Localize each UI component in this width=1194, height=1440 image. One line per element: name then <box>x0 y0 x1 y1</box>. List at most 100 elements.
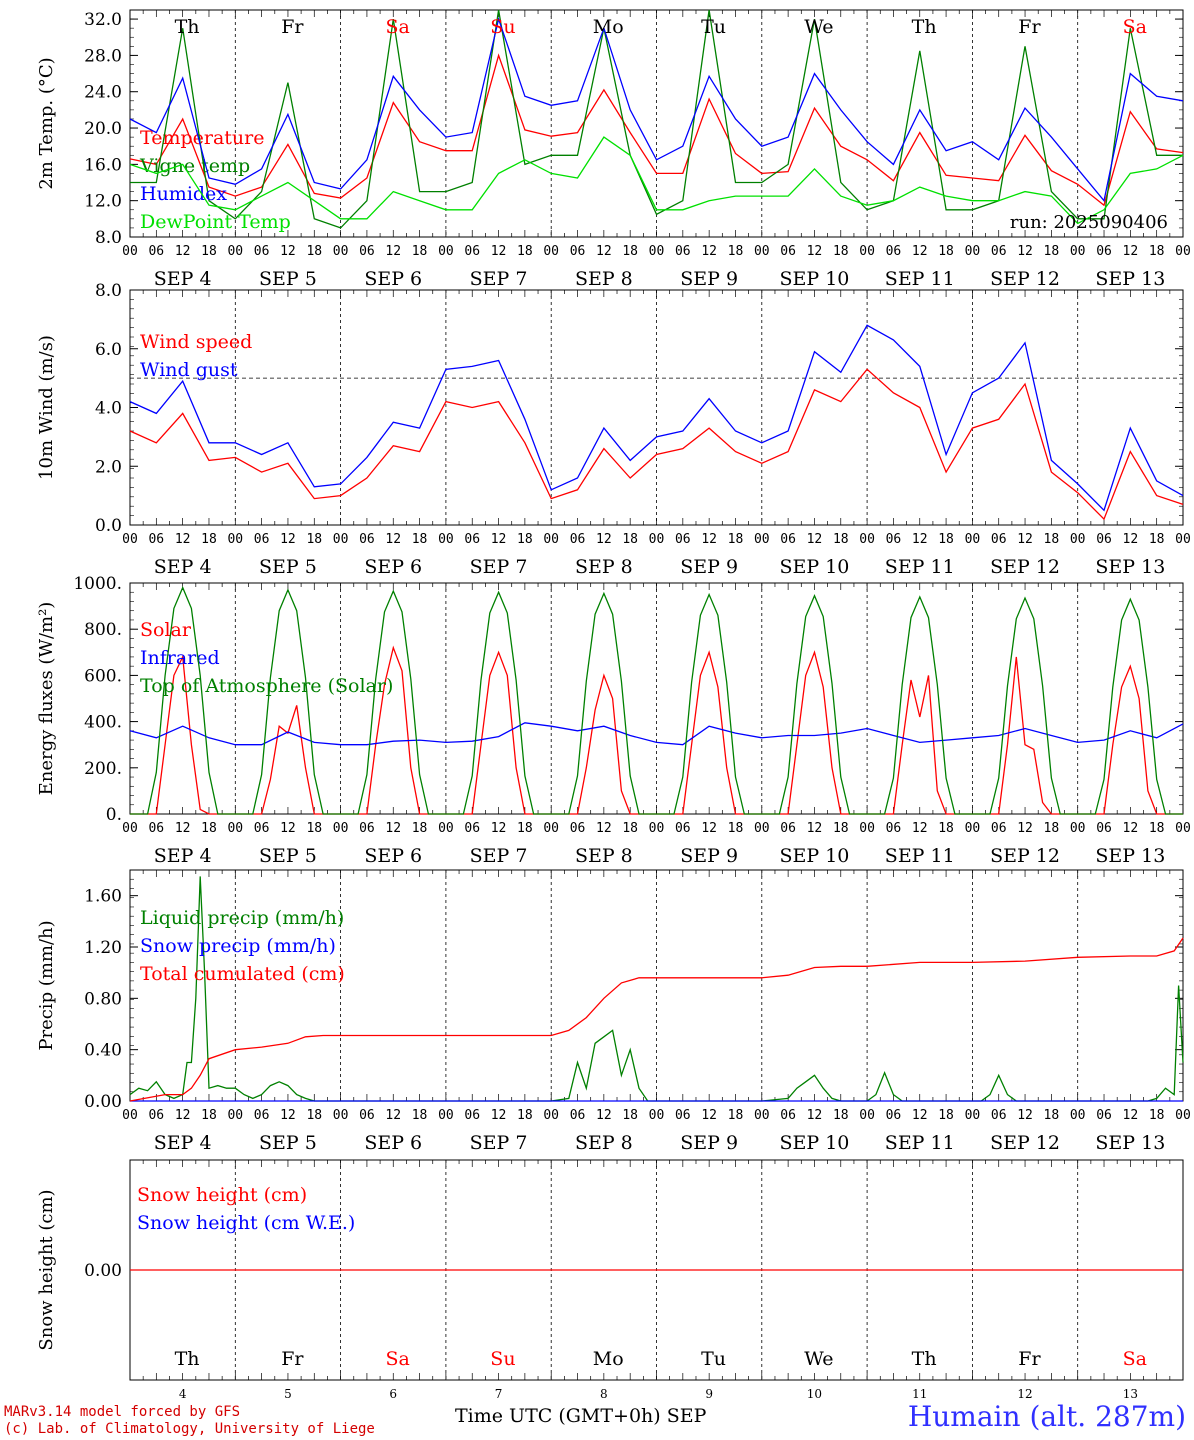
hour-label: 12 <box>385 244 401 259</box>
station-name: Humain (alt. 287m) <box>907 1400 1186 1433</box>
y-tick-label: 1.60 <box>84 887 122 907</box>
weekday-label: Sa <box>385 16 409 38</box>
weekday-label: Sa <box>1123 1348 1147 1370</box>
legend-entry: Humidex <box>140 183 227 205</box>
y-tick-label: 0.00 <box>84 1261 122 1281</box>
hour-label: 06 <box>991 821 1007 836</box>
hour-label: 00 <box>1175 821 1191 836</box>
hour-label: 12 <box>280 821 296 836</box>
hour-label: 18 <box>728 821 744 836</box>
weekday-label: We <box>804 16 833 38</box>
date-label: SEP 6 <box>364 268 422 290</box>
hour-label: 00 <box>333 532 349 547</box>
y-tick-label: 400. <box>84 713 122 733</box>
y-tick-label: 32.0 <box>84 10 122 30</box>
x-axis-title: Time UTC (GMT+0h) SEP <box>455 1405 707 1427</box>
hour-label: 00 <box>1070 1108 1086 1123</box>
y-axis-label: Energy fluxes (W/m²) <box>36 602 57 796</box>
legend-entry: Total cumulated (cm) <box>140 963 345 985</box>
hour-label: 00 <box>333 1108 349 1123</box>
hour-label: 06 <box>570 244 586 259</box>
hour-label: 06 <box>675 821 691 836</box>
hour-label: 12 <box>385 532 401 547</box>
hour-label: 12 <box>701 821 717 836</box>
hour-label: 00 <box>754 1108 770 1123</box>
hour-label: 12 <box>701 1108 717 1123</box>
y-axis-label: Precip (mm/h) <box>36 920 57 1050</box>
y-axis-label: 2m Temp. (°C) <box>36 57 57 189</box>
hour-label: 06 <box>780 244 796 259</box>
hour-label: 06 <box>464 1108 480 1123</box>
legend-entry: Snow height (cm) <box>137 1184 307 1206</box>
hour-label: 00 <box>1175 244 1191 259</box>
y-tick-label: 0.80 <box>84 989 122 1009</box>
hour-label: 06 <box>359 821 375 836</box>
date-label: SEP 5 <box>259 268 317 290</box>
hour-label: 18 <box>622 1108 638 1123</box>
hour-label: 12 <box>175 821 191 836</box>
hour-label: 12 <box>912 244 928 259</box>
legend-entry: Snow precip (mm/h) <box>140 935 336 957</box>
hour-label: 12 <box>1017 244 1033 259</box>
series-line-dewpoint-temp <box>129 136 1184 225</box>
weekday-label: Mo <box>593 16 624 38</box>
hour-label: 12 <box>596 821 612 836</box>
hour-label: 18 <box>728 244 744 259</box>
hour-label: 12 <box>175 532 191 547</box>
day-number: 13 <box>1123 1387 1138 1401</box>
hour-label: 18 <box>201 1108 217 1123</box>
hour-label: 00 <box>122 821 138 836</box>
hour-label: 18 <box>622 532 638 547</box>
weekday-label: Fr <box>281 16 304 38</box>
hour-label: 00 <box>754 532 770 547</box>
hour-label: 06 <box>675 244 691 259</box>
hour-label: 18 <box>201 244 217 259</box>
footer-credit: (c) Lab. of Climatology, University of L… <box>4 1421 375 1437</box>
hour-label: 00 <box>333 244 349 259</box>
weekday-label: Tu <box>701 1348 726 1370</box>
legend-entry: Wind speed <box>140 331 252 353</box>
date-label: SEP 9 <box>680 845 738 867</box>
hour-label: 00 <box>122 1108 138 1123</box>
hour-label: 12 <box>280 244 296 259</box>
hour-label: 06 <box>148 244 164 259</box>
hour-label: 12 <box>807 244 823 259</box>
hour-label: 18 <box>1044 1108 1060 1123</box>
weekday-label: Fr <box>281 1348 304 1370</box>
hour-label: 00 <box>227 821 243 836</box>
hour-label: 00 <box>859 532 875 547</box>
day-number: 9 <box>705 1387 713 1401</box>
hour-label: 00 <box>438 244 454 259</box>
series-line-infrared <box>129 722 1184 746</box>
date-label: SEP 8 <box>575 556 633 578</box>
date-label: SEP 13 <box>1095 1132 1165 1154</box>
hour-label: 06 <box>464 821 480 836</box>
hour-label: 12 <box>1123 532 1139 547</box>
footer-model: MARv3.14 model forced by GFS <box>4 1404 241 1420</box>
hour-label: 18 <box>1149 532 1165 547</box>
hour-label: 12 <box>491 244 507 259</box>
hour-label: 06 <box>1096 532 1112 547</box>
day-number: 7 <box>495 1387 503 1401</box>
hour-label: 18 <box>938 1108 954 1123</box>
hour-label: 18 <box>201 532 217 547</box>
weekday-label: Th <box>912 1348 937 1370</box>
hour-label: 06 <box>570 532 586 547</box>
hour-label: 12 <box>912 821 928 836</box>
date-label: SEP 4 <box>154 268 212 290</box>
hour-label: 06 <box>570 1108 586 1123</box>
hour-label: 06 <box>570 821 586 836</box>
hour-label: 12 <box>385 821 401 836</box>
weekday-label: Sa <box>385 1348 409 1370</box>
date-label: SEP 12 <box>990 556 1060 578</box>
hour-label: 18 <box>1149 244 1165 259</box>
date-label: SEP 8 <box>575 1132 633 1154</box>
y-tick-label: 8.0 <box>95 281 122 301</box>
hour-label: 06 <box>254 244 270 259</box>
series-line-vigne-temp <box>130 9 1183 229</box>
hour-label: 18 <box>833 532 849 547</box>
date-label: SEP 5 <box>259 1132 317 1154</box>
hour-label: 12 <box>807 1108 823 1123</box>
legend-entry: Infrared <box>140 647 220 669</box>
date-label: SEP 13 <box>1095 556 1165 578</box>
